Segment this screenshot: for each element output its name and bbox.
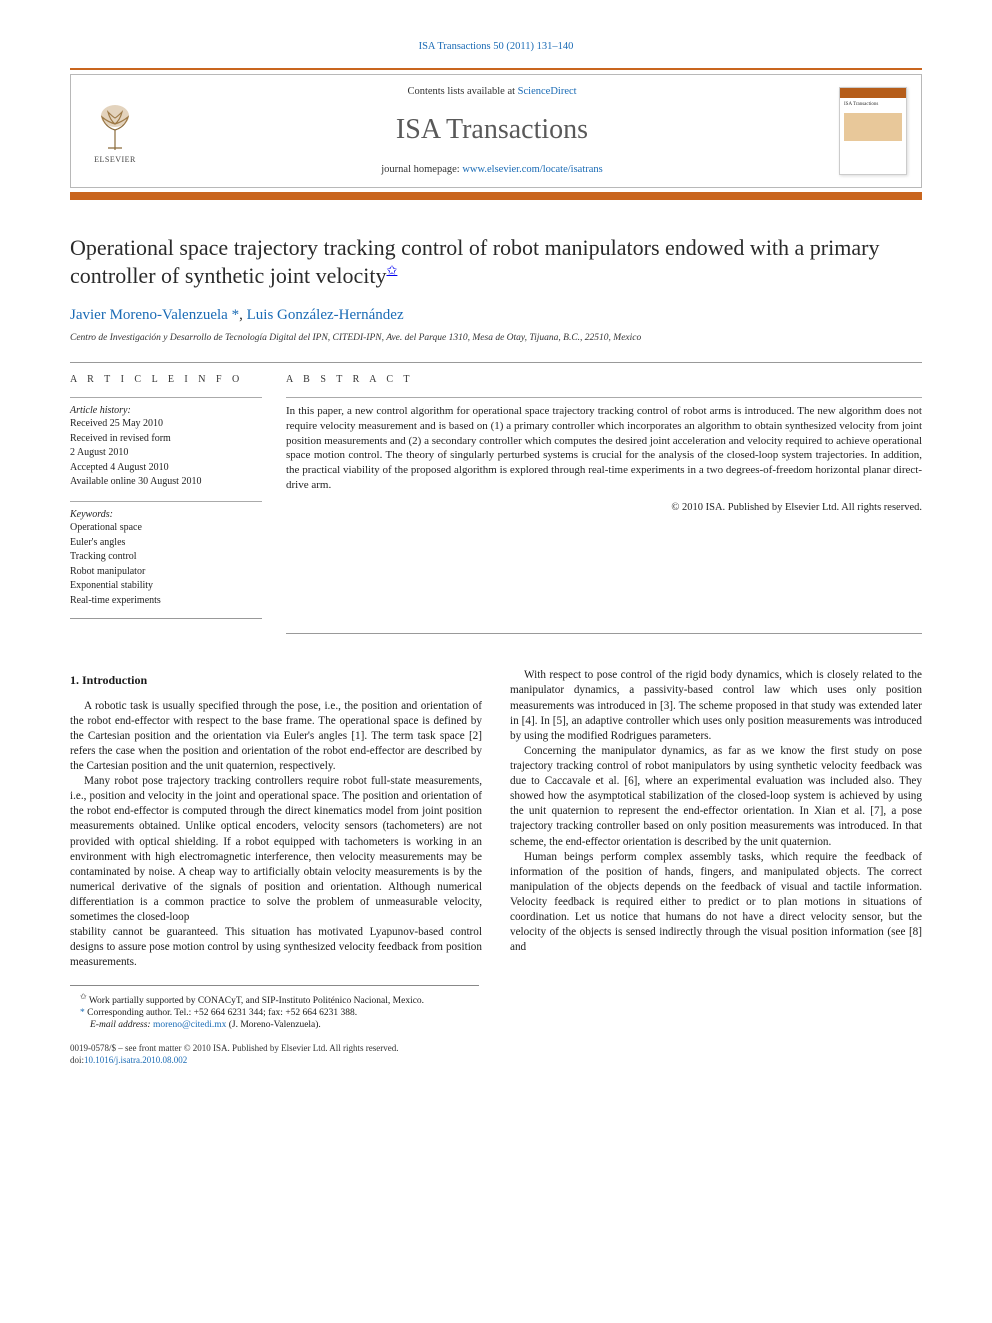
cover-thumb-title: ISA Transactions — [844, 102, 902, 109]
homepage-line: journal homepage: www.elsevier.com/locat… — [145, 163, 839, 177]
elsevier-brand-text: ELSEVIER — [94, 155, 136, 166]
body-p3-text: stability cannot be guaranteed. This sit… — [70, 926, 482, 968]
author-corr-marker[interactable]: * — [228, 307, 239, 323]
article-info-column: A R T I C L E I N F O Article history: R… — [70, 373, 262, 608]
contents-prefix: Contents lists available at — [407, 86, 517, 97]
footnotes: ✩ Work partially supported by CONACyT, a… — [70, 985, 479, 1032]
running-head: ISA Transactions 50 (2011) 131–140 — [70, 40, 922, 54]
keyword: Real-time experiments — [70, 594, 262, 608]
journal-name: ISA Transactions — [145, 111, 839, 149]
pre-abstract-rule — [70, 362, 922, 363]
header-rule-top — [70, 68, 922, 70]
keyword: Exponential stability — [70, 579, 262, 593]
history-line: Available online 30 August 2010 — [70, 475, 262, 489]
history-line: Received 25 May 2010 — [70, 417, 262, 431]
footer-doi-link[interactable]: 10.1016/j.isatra.2010.08.002 — [84, 1055, 187, 1065]
body-paragraph: stability cannot be guaranteed. This sit… — [70, 925, 482, 970]
footnote-corr-contact: Tel.: +52 664 6231 344; fax: +52 664 623… — [174, 1008, 357, 1018]
footnote-work-text: Work partially supported by CONACyT, and… — [89, 996, 424, 1006]
history-line: Accepted 4 August 2010 — [70, 461, 262, 475]
footnote-email-person: (J. Moreno-Valenzuela). — [226, 1020, 320, 1030]
header-center: Contents lists available at ScienceDirec… — [145, 85, 839, 177]
body-p4-text: With respect to pose control of the rigi… — [510, 669, 922, 741]
footnote-email: E-mail address: moreno@citedi.mx (J. Mor… — [70, 1019, 479, 1031]
cover-thumb-image — [844, 113, 902, 141]
journal-cover-thumb: ISA Transactions — [839, 87, 907, 175]
history-line: 2 August 2010 — [70, 446, 262, 460]
abstract-subrule — [286, 397, 922, 398]
footnote-corr-marker[interactable]: * — [80, 1008, 85, 1018]
footnote-work-marker: ✩ — [80, 992, 87, 1001]
journal-header: ELSEVIER Contents lists available at Sci… — [70, 74, 922, 188]
info-subrule-1 — [70, 397, 262, 398]
body-p1-text: A robotic task is usually specified thro… — [70, 700, 482, 772]
body-paragraph: With respect to pose control of the rigi… — [510, 668, 922, 744]
affiliation: Centro de Investigación y Desarrollo de … — [70, 332, 922, 345]
running-head-link[interactable]: ISA Transactions 50 (2011) 131–140 — [419, 41, 574, 52]
abstract-text: In this paper, a new control algorithm f… — [286, 404, 922, 493]
contents-line: Contents lists available at ScienceDirec… — [145, 85, 839, 99]
keyword: Tracking control — [70, 550, 262, 564]
article-history-label: Article history: — [70, 404, 262, 418]
article-title-text: Operational space trajectory tracking co… — [70, 235, 879, 288]
title-footnote-marker[interactable]: ✩ — [386, 262, 397, 277]
body-p2-text: Many robot pose trajectory tracking cont… — [70, 775, 482, 923]
keywords-label: Keywords: — [70, 508, 262, 522]
footnote-corr-label: Corresponding author. — [87, 1008, 174, 1018]
body-p5-text: Concerning the manipulator dynamics, as … — [510, 745, 922, 848]
homepage-link[interactable]: www.elsevier.com/locate/isatrans — [462, 164, 602, 175]
elsevier-tree-icon — [90, 102, 140, 152]
body-p6-text: Human beings perform complex assembly ta… — [510, 851, 922, 954]
footnote-work: ✩ Work partially supported by CONACyT, a… — [70, 992, 479, 1008]
section-heading: 1. Introduction — [70, 672, 482, 688]
sciencedirect-link[interactable]: ScienceDirect — [518, 86, 577, 97]
abstract-copyright: © 2010 ISA. Published by Elsevier Ltd. A… — [286, 501, 922, 515]
abstract-column: A B S T R A C T In this paper, a new con… — [286, 373, 922, 608]
abstract-heading: A B S T R A C T — [286, 373, 922, 387]
history-line: Received in revised form — [70, 432, 262, 446]
running-head-citation: 50 (2011) 131–140 — [493, 41, 573, 52]
footer-copyright: 0019-0578/$ – see front matter © 2010 IS… — [70, 1042, 399, 1054]
authors: Javier Moreno-Valenzuela *, Luis Gonzále… — [70, 305, 922, 325]
running-head-journal: ISA Transactions — [419, 41, 491, 52]
footnote-correspondence: * Corresponding author. Tel.: +52 664 62… — [70, 1007, 479, 1019]
elsevier-logo: ELSEVIER — [85, 96, 145, 166]
header-rule-bottom — [70, 192, 922, 200]
body-paragraph: A robotic task is usually specified thro… — [70, 699, 482, 775]
abstract-bottom-rule — [286, 633, 922, 634]
body-paragraph: Concerning the manipulator dynamics, as … — [510, 744, 922, 850]
info-bottom-rule — [70, 618, 262, 619]
keyword: Robot manipulator — [70, 565, 262, 579]
body-paragraph: Human beings perform complex assembly ta… — [510, 850, 922, 956]
homepage-prefix: journal homepage: — [381, 164, 462, 175]
author-1[interactable]: Javier Moreno-Valenzuela — [70, 307, 228, 323]
footer-doi-prefix: doi: — [70, 1055, 84, 1065]
article-info-heading: A R T I C L E I N F O — [70, 373, 262, 387]
footnote-email-link[interactable]: moreno@citedi.mx — [153, 1020, 226, 1030]
author-2[interactable]: Luis González-Hernández — [247, 307, 404, 323]
info-subrule-2 — [70, 501, 262, 502]
keyword: Euler's angles — [70, 536, 262, 550]
body-paragraph: Many robot pose trajectory tracking cont… — [70, 774, 482, 925]
body-text: 1. Introduction A robotic task is usuall… — [70, 668, 922, 970]
footer-doi: doi:10.1016/j.isatra.2010.08.002 — [70, 1054, 399, 1066]
page-footer: 0019-0578/$ – see front matter © 2010 IS… — [70, 1042, 922, 1066]
article-title: Operational space trajectory tracking co… — [70, 234, 922, 289]
cover-thumb-bar — [840, 88, 906, 98]
keyword: Operational space — [70, 521, 262, 535]
footnote-email-label: E-mail address: — [90, 1020, 153, 1030]
